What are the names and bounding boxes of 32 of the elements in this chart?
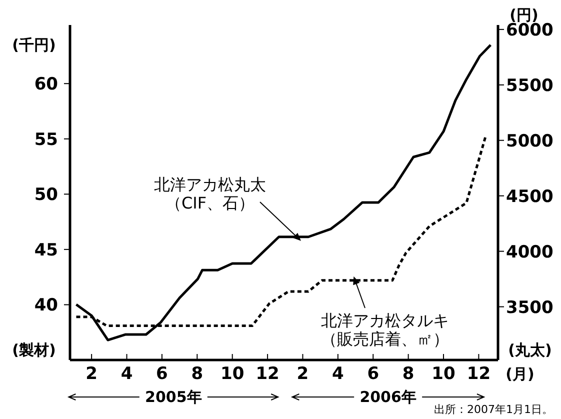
legend-label: 北洋アカ松タルキ（販売店着、㎡） [321, 311, 449, 348]
y-tick-label: 55 [34, 130, 58, 150]
y-tick-label: 50 [34, 185, 58, 206]
y2-tick-label: 3500 [506, 298, 554, 318]
x-tick-label: 10 [220, 364, 244, 384]
x-tick-label: 12 [466, 364, 491, 384]
y-tick-label: 40 [34, 296, 58, 316]
series-label: 北洋アカ松丸太（CIF、石） [154, 175, 266, 212]
y2-tick-label: 4000 [506, 242, 554, 262]
x-axis-title: (月) [506, 365, 534, 383]
x-tick-label: 6 [156, 364, 168, 384]
x-tick-label: 10 [432, 364, 456, 384]
text: 出所：2007年1月1日。 [434, 403, 553, 416]
text: 2006年 [360, 388, 416, 406]
x-tick-label: 4 [120, 364, 133, 384]
text: (丸太) [508, 341, 552, 359]
y-axis-title: (千円) [12, 36, 56, 54]
y2-tick-label: 5500 [506, 76, 554, 96]
x-tick-label: 8 [402, 364, 414, 384]
y2-tick-label: 5000 [506, 131, 554, 152]
text: (製材) [12, 341, 56, 359]
y-tick-label: 45 [34, 240, 58, 260]
y2-axis-title: (円) [510, 6, 538, 24]
x-tick-label: 6 [367, 364, 380, 384]
text: 2005年 [145, 388, 202, 406]
y-tick-label: 60 [34, 74, 58, 95]
x-tick-label: 4 [332, 364, 344, 384]
x-tick-label: 12 [256, 364, 280, 384]
x-tick-label: 8 [191, 364, 204, 384]
x-tick-label: 2 [296, 364, 309, 384]
y2-tick-label: 4500 [506, 186, 554, 207]
x-tick-label: 2 [86, 364, 98, 384]
